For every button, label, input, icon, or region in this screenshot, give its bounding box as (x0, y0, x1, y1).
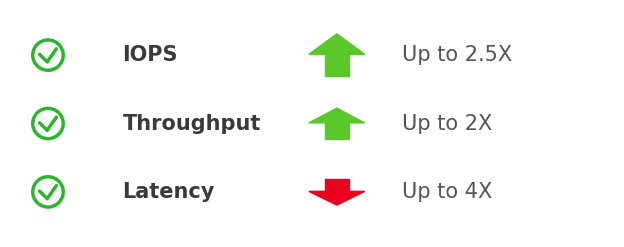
Bar (325, 179, 349, 191)
Text: Up to 2X: Up to 2X (402, 114, 492, 133)
Text: Throughput: Throughput (122, 114, 261, 133)
Polygon shape (309, 34, 365, 54)
Polygon shape (309, 191, 365, 205)
Bar (325, 123, 349, 139)
Bar (325, 54, 349, 76)
Text: Latency: Latency (122, 182, 215, 202)
Polygon shape (309, 108, 365, 123)
Text: IOPS: IOPS (122, 45, 178, 65)
Text: Up to 4X: Up to 4X (402, 182, 492, 202)
Text: Up to 2.5X: Up to 2.5X (402, 45, 512, 65)
